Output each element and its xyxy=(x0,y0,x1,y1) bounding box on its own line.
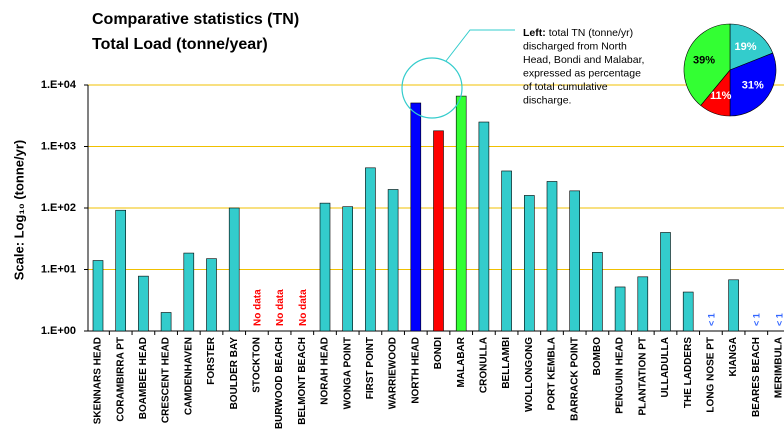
callout-line xyxy=(445,29,515,62)
annotation-line: discharge. xyxy=(523,94,571,106)
bar xyxy=(115,209,126,332)
x-tick-label: WOLLONGONG xyxy=(524,337,535,412)
pie-label: 39% xyxy=(693,55,715,67)
x-tick-label: PLANTATION PT xyxy=(637,337,648,416)
annotation-line: discharged from North xyxy=(523,40,627,52)
x-tick-label: BARRACK POINT xyxy=(569,337,580,421)
bar xyxy=(92,260,104,332)
value-label: < 1 xyxy=(706,313,716,326)
bar xyxy=(523,195,535,332)
x-tick-label: CRESCENT HEAD xyxy=(161,337,172,423)
bar xyxy=(660,232,671,332)
bar xyxy=(365,167,376,332)
pie-label: 19% xyxy=(734,41,756,53)
bar xyxy=(183,252,195,332)
y-tick-label: 1.E+03 xyxy=(41,140,76,152)
bar xyxy=(569,190,581,332)
pie-slice xyxy=(729,23,774,71)
bar xyxy=(728,279,739,332)
y-axis-label: Scale: Log₁₀ (tonne/yr) xyxy=(11,140,26,281)
pie-label: 11% xyxy=(710,90,732,102)
bar xyxy=(455,95,467,332)
x-tick-label: LONG NOSE PT xyxy=(706,337,717,413)
x-tick-label: NORTH HEAD xyxy=(410,337,421,404)
x-tick-label: BEARES BEACH xyxy=(751,337,762,417)
x-tick-label: CAMDENHAVEN xyxy=(183,337,194,415)
x-tick-label: BURWOOD BEACH xyxy=(274,337,285,429)
x-tick-label: BOAMBEE HEAD xyxy=(138,337,149,419)
bar xyxy=(614,286,626,332)
bar xyxy=(592,252,603,332)
x-tick-label: STOCKTON xyxy=(252,337,263,393)
x-tick-label: ULLADULLA xyxy=(660,337,671,398)
pie-slice xyxy=(683,23,731,106)
pie-slice xyxy=(729,52,777,117)
bar xyxy=(410,102,422,332)
bar xyxy=(228,207,240,332)
x-tick-label: KIANGA xyxy=(728,337,739,376)
bar xyxy=(682,291,694,332)
x-tick-label: WONGA POINT xyxy=(342,337,353,409)
x-tick-label: MALABAR xyxy=(456,336,467,387)
x-tick-label: WARRIEWOOD xyxy=(388,337,399,409)
x-tick-label: BONDI xyxy=(433,337,444,369)
bar xyxy=(206,258,217,332)
annotation-line: of total cumulative xyxy=(523,81,608,93)
bar xyxy=(319,202,331,332)
callout-circle xyxy=(401,57,463,119)
x-tick-label: FIRST POINT xyxy=(365,337,376,399)
x-tick-label: NORAH HEAD xyxy=(320,337,331,405)
bar xyxy=(546,181,558,332)
x-tick-label: SKENNARS HEAD xyxy=(93,337,104,424)
y-tick-label: 1.E+01 xyxy=(41,263,76,275)
x-tick-label: CRONULLA xyxy=(479,337,490,393)
bar xyxy=(637,276,649,332)
x-tick-label: BOMBO xyxy=(592,337,603,376)
pie-label: 31% xyxy=(742,79,764,91)
annotation-line: expressed as percentage xyxy=(523,67,641,79)
value-label: No data xyxy=(253,289,264,326)
value-label: < 1 xyxy=(752,313,762,326)
x-tick-label: BOULDER BAY xyxy=(229,337,240,410)
bar xyxy=(478,121,490,332)
bar xyxy=(342,206,354,332)
x-tick-label: PORT KEMBLA xyxy=(547,337,558,410)
x-tick-label: MERIMBULA xyxy=(774,337,784,398)
x-tick-label: FORSTER xyxy=(206,336,217,385)
x-tick-label: BELLAMBI xyxy=(501,337,512,389)
bar xyxy=(433,130,444,332)
x-tick-label: THE LADDERS xyxy=(683,337,694,408)
chart-title: Comparative statistics (TN) xyxy=(92,11,299,28)
bar xyxy=(138,275,149,332)
chart-subtitle: Total Load (tonne/year) xyxy=(92,36,268,53)
x-tick-label: CORAMBIRRA PT xyxy=(115,337,126,422)
value-label: No data xyxy=(275,289,286,326)
value-label: < 1 xyxy=(774,313,784,326)
annotation-lead: Left: xyxy=(523,27,546,39)
x-tick-label: PENGUIN HEAD xyxy=(615,337,626,414)
y-tick-label: 1.E+02 xyxy=(41,202,76,214)
annotation-line: Head, Bondi and Malabar, xyxy=(523,54,644,66)
bar xyxy=(501,170,512,332)
value-label: No data xyxy=(298,289,309,326)
annotation: Left: total TN (tonne/yr) discharged from … xyxy=(523,27,644,107)
y-tick-label: 1.E+00 xyxy=(41,325,76,337)
bar xyxy=(387,189,399,332)
annotation-line: total TN (tonne/yr) xyxy=(549,27,633,39)
x-tick-label: BELMONT BEACH xyxy=(297,337,308,425)
y-tick-label: 1.E+04 xyxy=(41,79,77,91)
bar xyxy=(160,312,172,332)
